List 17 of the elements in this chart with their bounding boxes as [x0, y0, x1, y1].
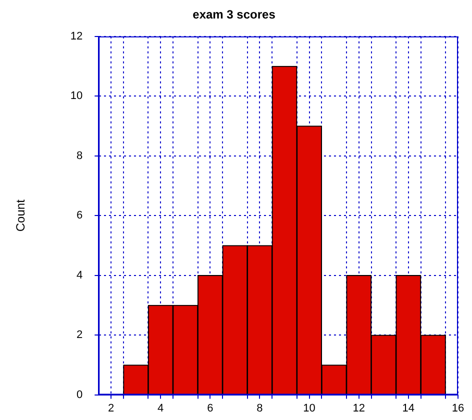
- chart-title: exam 3 scores: [192, 8, 276, 22]
- y-tick-label: 6: [76, 210, 83, 222]
- x-tick-label: 8: [256, 402, 263, 414]
- x-tick-label: 2: [108, 402, 114, 414]
- x-tick-label: 14: [402, 402, 415, 414]
- y-tick-label: 2: [76, 329, 83, 342]
- y-tick-label: 12: [70, 30, 83, 42]
- y-tick-label: 8: [76, 150, 83, 162]
- y-tick-label: 0: [76, 388, 83, 401]
- y-tick-label: 10: [70, 90, 83, 102]
- x-tick-label: 4: [158, 402, 164, 414]
- y-tick-label: 4: [76, 269, 83, 282]
- x-tick-label: 12: [352, 402, 365, 414]
- x-tick-label: 6: [207, 402, 214, 414]
- x-tick-label: 10: [303, 402, 316, 414]
- x-tick-label: 16: [452, 402, 464, 414]
- y-axis-title: Count: [14, 198, 28, 232]
